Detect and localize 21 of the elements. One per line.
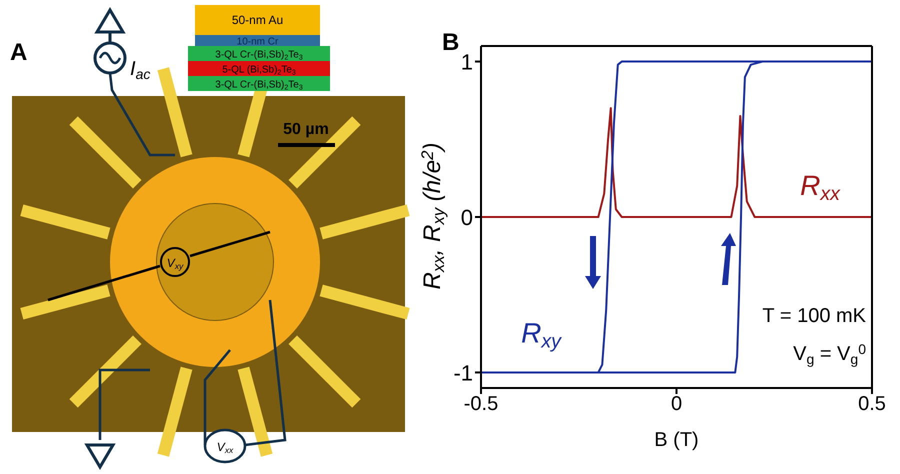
y-tick-label: -1	[453, 360, 473, 386]
text: 5-QL (Bi,Sb)$_{2}$Te$_{3}$	[222, 64, 296, 76]
text: 50-nm Au	[232, 13, 284, 27]
x-tick-label: -0.5	[464, 393, 498, 416]
x-tick-label: 0	[670, 393, 682, 416]
series-label: R$_{xy}$	[521, 317, 562, 352]
text: V$_{xx}$	[216, 440, 234, 455]
annotation: T = 100 mK	[762, 305, 867, 327]
text: 3-QL Cr-(Bi,Sb)$_{2}$Te$_{3}$	[215, 50, 303, 62]
x-tick-label: 0.5	[858, 393, 886, 416]
text: 3-QL Cr-(Bi,Sb)$_{2}$Te$_{3}$	[215, 80, 303, 92]
text: I$_{ac}$	[130, 58, 150, 82]
y-tick-label: 0	[460, 204, 473, 230]
text: A	[10, 39, 28, 66]
text: V$_{xy}$	[166, 256, 184, 271]
x-axis-title: B (T)	[654, 429, 699, 451]
text: 10-nm Cr	[236, 36, 279, 48]
chart-title: B	[442, 29, 460, 56]
y-tick-label: 1	[460, 49, 473, 74]
series-label: R$_{xx}$	[800, 170, 842, 205]
text: 50 µm	[283, 121, 329, 138]
